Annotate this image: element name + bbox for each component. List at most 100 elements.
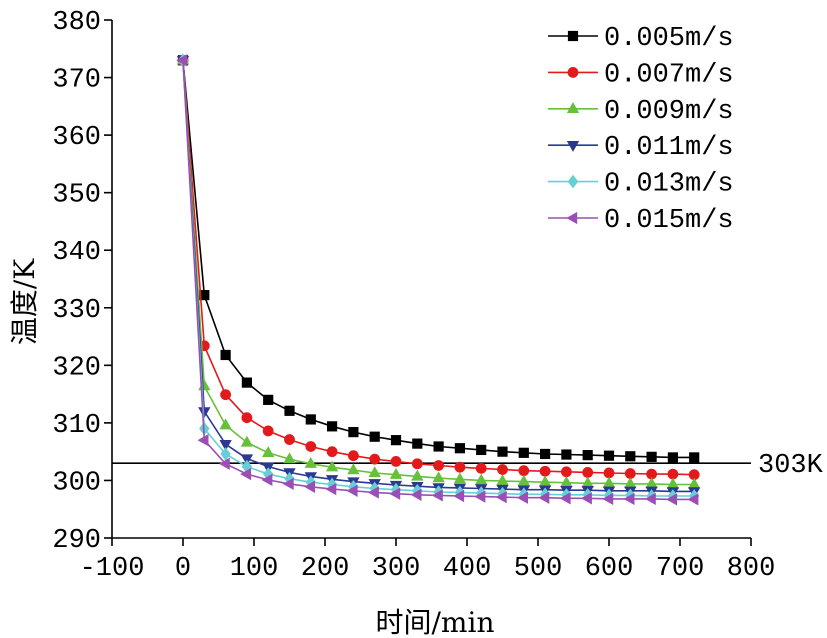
series-6 [176, 54, 699, 506]
data-point [283, 452, 296, 464]
data-point [516, 491, 528, 504]
data-point [602, 476, 616, 488]
legend-marker [566, 141, 580, 152]
data-point [623, 492, 635, 506]
data-point [325, 482, 337, 496]
data-point [262, 425, 274, 437]
data-point [538, 491, 550, 504]
data-point [433, 441, 444, 452]
data-point [305, 414, 316, 425]
y-tick-label: 310 [52, 411, 101, 441]
y-axis-title: 温度/K [8, 258, 41, 345]
data-point [475, 473, 488, 485]
data-point [624, 477, 637, 489]
data-point [241, 377, 253, 388]
series-3 [176, 53, 701, 489]
plot-series [176, 53, 701, 506]
legend-marker [566, 211, 578, 225]
y-tick-label: 340 [52, 238, 101, 268]
data-point [540, 448, 551, 460]
x-tick-label: 200 [301, 554, 350, 584]
x-tick-label: 500 [514, 554, 563, 584]
data-point [603, 450, 615, 461]
data-point [347, 463, 360, 475]
data-point [453, 472, 467, 484]
data-point [454, 443, 465, 454]
legend-label: 0.011m/s [604, 133, 734, 163]
legend-entry: 0.011m/s [548, 133, 734, 163]
legend-marker [566, 101, 580, 113]
data-point [325, 460, 339, 472]
data-point [582, 466, 594, 478]
data-point [348, 426, 359, 438]
legend-label: 0.007m/s [604, 60, 734, 90]
data-point [369, 431, 380, 442]
legend-marker [567, 30, 579, 42]
legend-entry: 0.015m/s [548, 206, 734, 236]
x-tick-label: 100 [230, 554, 279, 584]
data-point [220, 349, 231, 361]
data-point [262, 446, 275, 457]
data-point [561, 466, 572, 478]
data-point [284, 405, 295, 416]
data-point [305, 441, 317, 452]
data-point [412, 438, 423, 449]
data-point [282, 477, 294, 491]
legend-label: 0.013m/s [604, 170, 734, 200]
data-point [666, 477, 680, 489]
data-point [561, 449, 572, 460]
data-point [411, 469, 424, 481]
data-point [240, 454, 254, 466]
data-point [433, 460, 445, 471]
data-point [348, 450, 359, 462]
data-point [496, 474, 509, 486]
data-point [689, 452, 700, 463]
data-point [538, 475, 552, 487]
data-point [326, 446, 338, 458]
x-tick-label: 0 [175, 554, 191, 584]
data-point [646, 451, 657, 462]
data-point [517, 474, 530, 486]
data-point [581, 476, 594, 488]
data-point [624, 468, 636, 479]
data-point [346, 484, 358, 497]
data-point [368, 466, 381, 478]
y-tick-label: 360 [52, 123, 101, 153]
data-point [390, 435, 402, 446]
data-point [411, 458, 423, 470]
data-point [603, 467, 615, 479]
data-point [220, 389, 232, 401]
data-point [367, 486, 379, 499]
y-tick-label: 290 [52, 526, 101, 556]
x-tick-label: -100 [80, 554, 145, 584]
legend-marker [567, 67, 579, 78]
data-point [474, 490, 486, 503]
data-point [390, 456, 402, 467]
data-point [476, 444, 487, 456]
data-point [431, 489, 443, 502]
data-point [666, 493, 678, 506]
data-point [644, 492, 656, 506]
data-point [560, 475, 573, 487]
legend-entry: 0.007m/s [548, 60, 734, 90]
legend-marker [567, 174, 579, 189]
data-point [602, 492, 614, 506]
legend: 0.005m/s 0.007m/s 0.009m/s 0.011m/s 0.013m/s… [548, 24, 734, 236]
data-point [497, 446, 508, 457]
data-point [518, 447, 529, 458]
reference-line-label: 303K [758, 451, 824, 481]
data-point [199, 290, 210, 301]
data-point [453, 489, 465, 503]
data-point [454, 461, 466, 473]
data-point [475, 462, 487, 474]
y-tick-label: 330 [52, 296, 101, 326]
data-point [197, 434, 209, 447]
data-point [240, 467, 252, 481]
data-point [218, 457, 230, 470]
data-point [176, 54, 188, 67]
y-tick-label: 320 [52, 353, 101, 383]
series-1 [177, 55, 700, 463]
data-point [539, 465, 551, 477]
legend-entry: 0.013m/s [548, 170, 734, 200]
